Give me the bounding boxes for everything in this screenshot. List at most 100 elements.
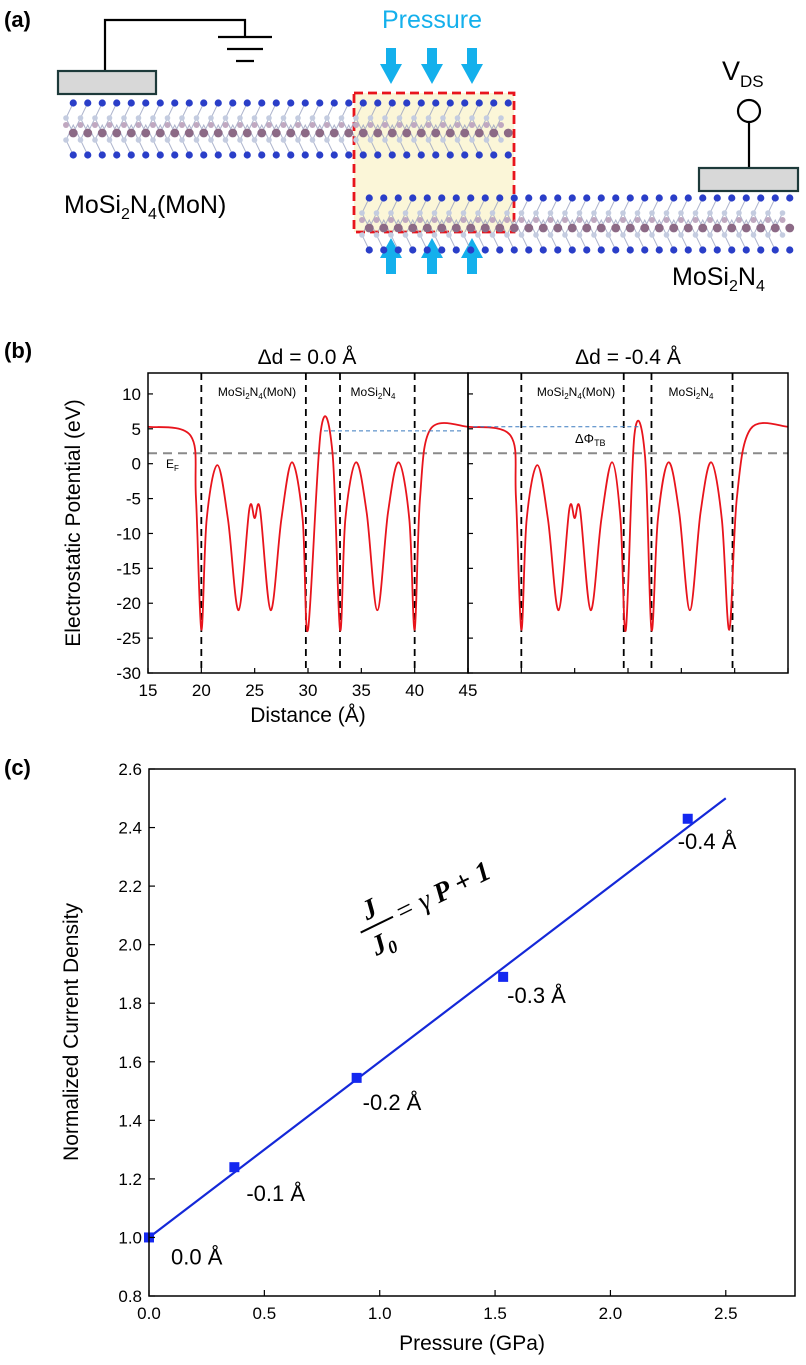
nitrogen-inner-atom [121, 122, 127, 128]
silicon-atom [92, 137, 98, 143]
molybdenum-atom [364, 223, 374, 233]
nitrogen-atom [786, 194, 794, 202]
y-tick-label: 2.6 [118, 760, 142, 779]
nitrogen-inner-atom [469, 122, 475, 128]
ground-symbol-icon [218, 35, 272, 63]
molybdenum-atom [567, 223, 577, 233]
nitrogen-atom [365, 246, 373, 254]
x-tick-label: 2.0 [599, 1304, 623, 1323]
current-density-plot-area: 0.0 Å -0.1 Å -0.2 Å -0.3 Å -0.4 Å [144, 797, 737, 1269]
nitrogen-atom [655, 194, 663, 202]
nitrogen-atom [316, 99, 324, 107]
x-axis-title-b: Distance (Å) [250, 704, 366, 727]
molybdenum-atom [727, 223, 737, 233]
nitrogen-atom [452, 246, 460, 254]
nitrogen-inner-atom [707, 217, 713, 223]
silicon-atom [469, 137, 475, 143]
silicon-atom [562, 232, 568, 238]
nitrogen-atom [229, 151, 237, 159]
nitrogen-atom [699, 194, 707, 202]
silicon-atom [251, 137, 258, 143]
molybdenum-atom [300, 128, 310, 138]
silicon-atom [353, 137, 359, 143]
nitrogen-atom [301, 99, 309, 107]
molybdenum-atom [126, 128, 136, 138]
potential-axis-ticks: 15 20 25 30 35 40 45 10 5 0 -5 -10 -15 -20 -25 -30 [116, 385, 789, 700]
silicon-atom [692, 210, 699, 216]
silicon-atom [649, 232, 655, 238]
silicon-atom [266, 115, 272, 121]
nitrogen-atom [403, 99, 411, 107]
nitrogen-atom [641, 246, 649, 254]
molybdenum-atom [184, 128, 194, 138]
silicon-atom [150, 115, 156, 121]
x-tick-label: 0.5 [253, 1304, 277, 1323]
silicon-atom [469, 115, 475, 121]
nitrogen-atom [496, 194, 504, 202]
y-tick-label: 1.8 [118, 994, 142, 1013]
nitrogen-inner-atom [779, 217, 786, 223]
nitrogen-atom [171, 151, 179, 159]
nitrogen-inner-atom [649, 217, 655, 223]
nitrogen-inner-atom [251, 122, 258, 128]
nitrogen-atom [394, 194, 402, 202]
nitrogen-atom [438, 194, 446, 202]
nitrogen-inner-atom [63, 122, 69, 128]
nitrogen-inner-atom [367, 122, 374, 128]
molybdenum-atom [445, 128, 455, 138]
silicon-atom [402, 232, 409, 238]
silicon-atom [750, 210, 757, 216]
nitrogen-atom [467, 246, 475, 254]
molybdenum-atom [431, 128, 441, 138]
silicon-atom [489, 232, 496, 238]
nitrogen-inner-atom [454, 122, 461, 128]
molybdenum-atom [683, 223, 693, 233]
plot-frame-right [467, 372, 789, 674]
equation-rhs: = γP + 1 [390, 855, 496, 928]
nitrogen-inner-atom [324, 122, 330, 128]
nitrogen-atom [757, 194, 765, 202]
silicon-atom [498, 137, 504, 143]
left-electrode [56, 69, 158, 96]
nitrogen-atom [258, 99, 266, 107]
vds-terminal-icon [736, 98, 762, 124]
molybdenum-atom [387, 128, 397, 138]
nitrogen-inner-atom [431, 217, 438, 223]
silicon-atom [373, 210, 380, 216]
x-tick-label: 30 [299, 681, 318, 700]
nitrogen-atom [771, 194, 779, 202]
nitrogen-atom [713, 246, 721, 254]
nitrogen-atom [359, 151, 367, 159]
silicon-atom [367, 137, 374, 143]
silicon-atom [222, 115, 229, 121]
silicon-atom [208, 137, 214, 143]
molybdenum-atom [344, 128, 354, 138]
nitrogen-atom [374, 99, 382, 107]
y-tick-label: 2.2 [118, 877, 142, 896]
molybdenum-atom [379, 223, 389, 233]
silicon-atom [454, 137, 461, 143]
silicon-atom [533, 210, 539, 216]
silicon-atom [295, 115, 301, 121]
up-arrow-icon [421, 238, 443, 274]
silicon-atom [483, 115, 490, 121]
nitrogen-inner-atom [678, 217, 684, 223]
x-tick-label: 2.5 [714, 1304, 738, 1323]
silicon-atom [92, 115, 98, 121]
nitrogen-atom [742, 246, 750, 254]
silicon-atom [721, 232, 728, 238]
molybdenum-atom [451, 223, 461, 233]
silicon-atom [266, 137, 272, 143]
nitrogen-atom [742, 194, 750, 202]
silicon-atom [736, 210, 742, 216]
nitrogen-atom [330, 99, 338, 107]
molybdenum-atom [669, 223, 679, 233]
nitrogen-atom [438, 246, 446, 254]
nitrogen-inner-atom [237, 122, 243, 128]
right-material-label: MoSi2N4 [672, 263, 765, 295]
silicon-atom [425, 115, 432, 121]
data-point-label: -0.2 Å [363, 1090, 422, 1115]
molybdenum-atom [83, 128, 93, 138]
silicon-atom [498, 115, 504, 121]
